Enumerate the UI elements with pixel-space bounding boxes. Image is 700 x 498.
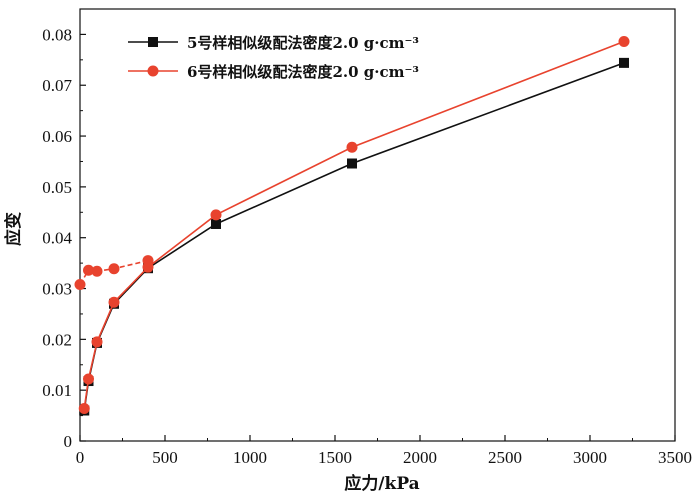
y-tick-label: 0.05: [42, 178, 72, 197]
data-point: [211, 218, 221, 229]
x-axis-title: 应力/kPa: [344, 473, 419, 494]
series-2: [74, 36, 630, 414]
legend-label: 6号样相似级配法密度2.0 g·cm⁻³: [187, 63, 419, 81]
y-tick-label: 0: [64, 432, 73, 451]
series-line: [83, 40, 625, 409]
y-tick-label: 0.07: [42, 76, 72, 95]
data-point: [108, 296, 120, 308]
data-point: [142, 261, 154, 273]
data-point: [91, 336, 103, 348]
series-layer: [74, 36, 630, 416]
data-point: [619, 57, 629, 68]
data-point: [210, 209, 222, 221]
x-tick-label: 2000: [403, 448, 437, 467]
data-point: [346, 141, 358, 153]
axes: 0 500 1000 1500 2000 2500 3000 3500 0 0.01 0.02 0.0…: [42, 8, 692, 467]
y-tick-label: 0.06: [42, 127, 72, 146]
legend-marker: [148, 37, 158, 47]
data-point: [347, 158, 357, 169]
x-tick-label: 1000: [233, 448, 267, 467]
y-tick-label: 0.03: [42, 280, 72, 299]
y-tick-label: 0.02: [42, 330, 72, 349]
legend-marker: [147, 65, 159, 77]
y-tick-label: 0.08: [42, 25, 72, 44]
unloading-point: [91, 265, 103, 277]
y-tick-label: 0.04: [42, 229, 72, 248]
legend-label: 5号样相似级配法密度2.0 g·cm⁻³: [187, 34, 419, 52]
series-1: [79, 57, 629, 416]
x-tick-label: 2500: [488, 448, 522, 467]
data-point: [83, 373, 94, 385]
data-point: [78, 402, 90, 414]
legend: 5号样相似级配法密度2.0 g·cm⁻³ 6号样相似级配法密度2.0 g·cm⁻³: [128, 34, 419, 81]
x-tick-label: 0: [76, 448, 85, 467]
series-line: [83, 62, 625, 411]
x-tick-label: 500: [152, 448, 178, 467]
unloading-point: [108, 263, 120, 275]
x-tick-label: 1500: [318, 448, 352, 467]
unloading-point: [83, 264, 94, 276]
x-tick-label: 3500: [658, 448, 692, 467]
y-tick-label: 0.01: [42, 381, 72, 400]
data-point: [618, 36, 630, 48]
y-axis-title: 应变: [3, 212, 24, 246]
x-tick-label: 3000: [573, 448, 607, 467]
unloading-point: [74, 278, 86, 290]
